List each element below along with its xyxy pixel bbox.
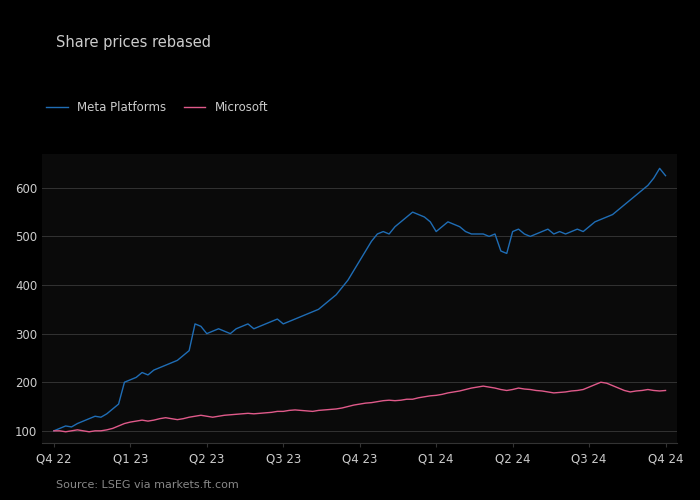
Microsoft: [62, 429, 70, 435]
Microsoft: [55, 428, 64, 434]
Legend: Meta Platforms, Microsoft: Meta Platforms, Microsoft: [42, 96, 273, 118]
Line: Meta Platforms: Meta Platforms: [54, 168, 666, 431]
Meta Platforms: [491, 231, 499, 237]
Microsoft: [290, 407, 299, 413]
Microsoft: [503, 388, 511, 394]
Text: Source: LSEG via markets.ft.com: Source: LSEG via markets.ft.com: [56, 480, 239, 490]
Meta Platforms: [132, 374, 141, 380]
Meta Platforms: [55, 426, 64, 432]
Meta Platforms: [662, 172, 670, 178]
Microsoft: [138, 417, 146, 423]
Microsoft: [320, 407, 328, 413]
Microsoft: [497, 386, 505, 392]
Text: Share prices rebased: Share prices rebased: [56, 35, 211, 50]
Meta Platforms: [650, 175, 658, 181]
Meta Platforms: [50, 428, 58, 434]
Meta Platforms: [314, 306, 323, 312]
Meta Platforms: [497, 248, 505, 254]
Microsoft: [662, 388, 670, 394]
Meta Platforms: [655, 166, 664, 172]
Line: Microsoft: Microsoft: [54, 382, 666, 432]
Microsoft: [596, 379, 605, 385]
Microsoft: [50, 428, 58, 434]
